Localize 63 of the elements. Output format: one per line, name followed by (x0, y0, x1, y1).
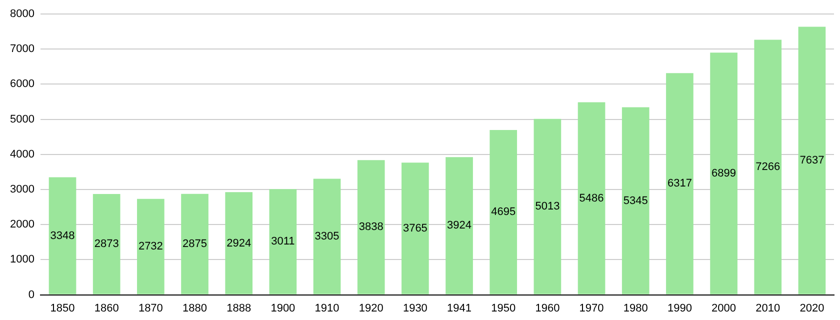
bar (446, 157, 473, 294)
x-tick-label: 1990 (667, 302, 692, 314)
bar (313, 178, 341, 294)
x-tick-label: 1941 (447, 302, 472, 314)
data-label: 7637 (800, 154, 824, 167)
data-label: 5013 (535, 200, 560, 213)
bar (490, 130, 518, 294)
bar (578, 102, 606, 294)
bar (269, 189, 297, 294)
bar (137, 198, 164, 294)
data-label: 7266 (756, 161, 780, 174)
data-label: 2873 (94, 238, 119, 250)
x-tick-label: 1920 (358, 302, 384, 314)
x-tick-label: 1900 (270, 302, 296, 314)
bar (666, 73, 694, 294)
x-tick-label: 2000 (712, 302, 736, 314)
data-label: 3305 (314, 230, 340, 243)
bar (754, 40, 782, 294)
bar (225, 192, 253, 294)
data-label: 3011 (271, 236, 295, 248)
bar (710, 52, 738, 294)
y-tick-label: 8000 (10, 8, 34, 20)
data-label: 3765 (402, 222, 428, 235)
y-tick-label: 6000 (10, 78, 34, 90)
bar (48, 177, 76, 294)
data-label: 6317 (667, 178, 692, 190)
bar (92, 194, 120, 294)
y-tick-label: 2000 (10, 218, 34, 231)
x-tick-label: 1880 (182, 302, 208, 314)
x-tick-label: 1910 (314, 302, 340, 314)
bar (798, 26, 826, 294)
data-label: 2924 (226, 237, 252, 250)
data-label: 3348 (50, 230, 75, 242)
bar (181, 194, 208, 294)
data-label: 2732 (138, 240, 163, 253)
data-label: 5345 (623, 194, 648, 207)
bar (622, 107, 650, 294)
x-tick-label: 1970 (579, 302, 604, 314)
bar (402, 162, 429, 294)
y-tick-label: 4000 (10, 148, 34, 160)
x-tick-label: 1950 (491, 302, 516, 314)
bar (534, 118, 562, 294)
y-tick-label: 7000 (10, 43, 34, 56)
x-tick-label: 1870 (138, 302, 163, 314)
x-tick-label: 1930 (402, 302, 428, 314)
data-label: 3838 (358, 221, 384, 234)
data-label: 5486 (579, 192, 604, 204)
x-tick-label: 2010 (756, 302, 780, 314)
x-tick-label: 1860 (94, 302, 119, 314)
data-label: 2875 (182, 238, 208, 250)
y-tick-label: 0 (28, 288, 34, 301)
y-tick-label: 5000 (10, 113, 34, 126)
x-tick-label: 1850 (50, 302, 75, 314)
x-tick-label: 1980 (623, 302, 648, 314)
x-tick-label: 1888 (226, 302, 252, 314)
x-tick-label: 2020 (800, 302, 824, 314)
data-label: 6899 (712, 168, 736, 180)
y-tick-label: 1000 (10, 254, 34, 266)
data-label: 3924 (447, 220, 472, 232)
x-tick-label: 1960 (535, 302, 560, 314)
data-label: 4695 (491, 206, 516, 218)
y-tick-label: 3000 (10, 184, 34, 196)
bar (357, 160, 385, 294)
